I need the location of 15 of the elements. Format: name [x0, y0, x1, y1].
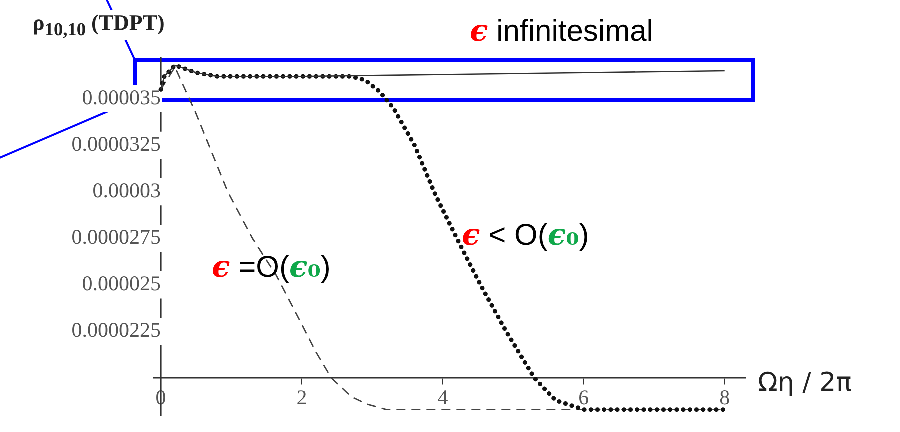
x-tick-label: 8: [720, 385, 730, 410]
x-axis-title: Ωη / 2π: [758, 368, 852, 398]
series-label: ϵ =O(ϵ₀): [212, 250, 331, 285]
y-tick-label: 0.00003: [92, 178, 162, 203]
x-tick-label: 6: [578, 385, 590, 410]
y-tick-label: 0.000035: [82, 85, 162, 110]
y-tick-label: 0.0000225: [72, 318, 162, 342]
y-tick-label: 0.000025: [82, 272, 162, 296]
series-label: ϵ < O(ϵ₀): [462, 218, 590, 253]
y-tick-label: 0.0000325: [72, 132, 162, 156]
x-tick-label: 2: [296, 385, 308, 410]
y-tick-label: 0.0000275: [72, 225, 162, 250]
text: ϵ infinitesimal: [470, 14, 654, 49]
x-tick-label: 4: [438, 385, 449, 410]
y-axis-title: ρ$_{10,10}$ (TDPT): [30, 10, 168, 40]
